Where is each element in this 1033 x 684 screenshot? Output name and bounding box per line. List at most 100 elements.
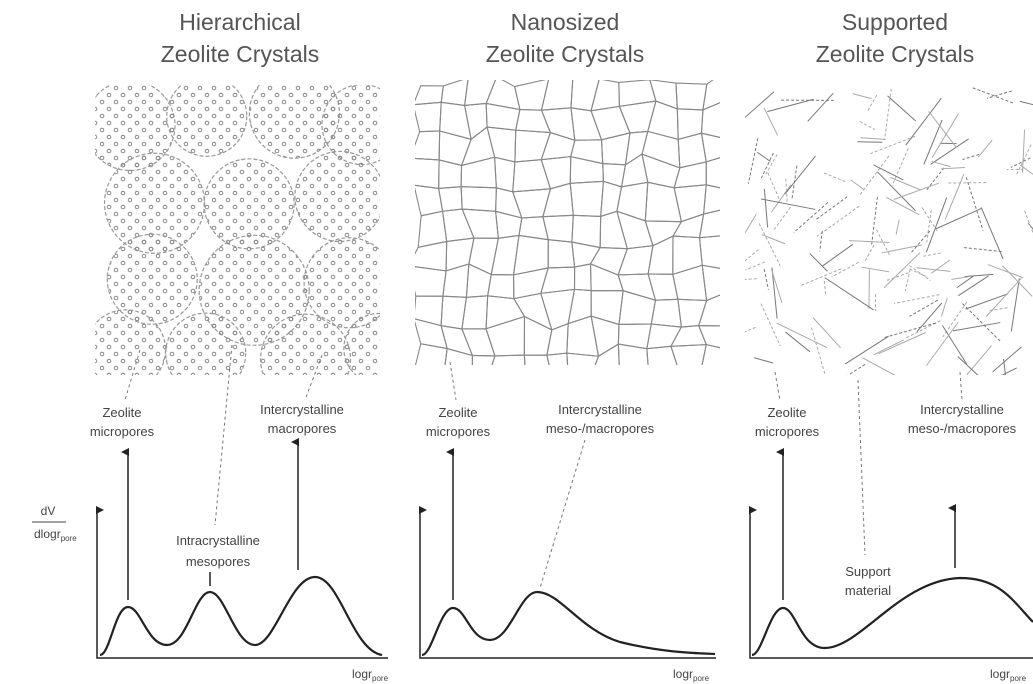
nanocrystal [677, 109, 703, 140]
x-axis-label-main: logr [352, 667, 372, 681]
nanocrystal [704, 185, 734, 214]
nanocrystal [617, 182, 648, 221]
nanocrystal [591, 316, 619, 356]
nanocrystal [543, 215, 573, 242]
nanocrystal [568, 289, 591, 323]
nanocrystal [647, 346, 679, 377]
nanocrystal [524, 355, 550, 383]
nanocrystal [618, 246, 653, 275]
nanocrystal [648, 101, 678, 139]
support-fiber [759, 223, 780, 265]
support-fiber [996, 368, 1017, 379]
crystal [295, 151, 385, 241]
support-fiber [1011, 278, 1019, 331]
support-fiber [824, 281, 826, 296]
support-fiber [1020, 101, 1033, 107]
label: Zeolite [102, 405, 141, 420]
nanocrystal [440, 102, 471, 139]
nanocrystal [645, 221, 681, 246]
nanocrystal [414, 296, 443, 326]
nanocrystal [465, 77, 497, 106]
label: meso-/macropores [546, 421, 655, 436]
support-fiber [800, 269, 841, 286]
nanocrystal [488, 275, 514, 299]
support-fiber [886, 197, 919, 215]
support-fiber [926, 168, 944, 191]
nanocrystal [622, 154, 648, 187]
support-fiber [860, 121, 875, 129]
support-fiber [932, 162, 951, 167]
support-fiber [832, 262, 859, 277]
support-fiber [1025, 211, 1033, 234]
support-fiber [923, 253, 940, 256]
nanocrystal [441, 78, 468, 106]
nanocrystal [651, 299, 681, 327]
support-fiber [864, 245, 873, 262]
support-fiber [824, 173, 846, 182]
support-fiber [733, 279, 757, 280]
nanocrystal [650, 80, 678, 109]
nanocrystal [410, 158, 439, 188]
support-fiber [777, 323, 827, 347]
support-fiber [988, 265, 1023, 278]
label: micropores [90, 424, 155, 439]
support-fiber [978, 140, 992, 157]
nanocrystal [409, 266, 446, 296]
support-fiber [861, 138, 886, 140]
support-fiber [936, 208, 982, 229]
nanocrystal [671, 326, 706, 347]
x-axis-label: logrpore [990, 667, 1027, 683]
distribution-curve [100, 577, 382, 655]
support-fiber [941, 167, 965, 168]
label: Zeolite [767, 405, 806, 420]
support-fiber [810, 254, 828, 272]
support-fiber [947, 183, 986, 184]
nanocrystal [516, 110, 551, 133]
nanocrystal [674, 185, 706, 222]
crystal [261, 314, 351, 404]
nanocrystal [414, 185, 443, 216]
support-fiber [816, 364, 865, 395]
support-fiber [754, 358, 773, 363]
support-fiber [941, 298, 947, 317]
label: Intercrystalline [260, 402, 344, 417]
support-fiber [734, 214, 756, 251]
nanocrystal [702, 265, 731, 300]
support-fiber [953, 323, 1000, 331]
support-fiber [987, 91, 1012, 98]
nanocrystal [409, 241, 447, 270]
support-fiber [786, 332, 810, 352]
nanocrystal [541, 133, 575, 160]
nanocrystal [671, 345, 706, 383]
support-fiber [906, 98, 942, 145]
nanocrystal [461, 187, 496, 212]
support-fiber [1022, 129, 1024, 172]
arrows [128, 442, 955, 600]
x-axis-label-main: logr [990, 667, 1010, 681]
x-axis-label: logrpore [352, 667, 389, 683]
support-fiber [882, 245, 922, 253]
label: Intercrystalline [920, 402, 1004, 417]
support-fiber [951, 277, 968, 280]
nanocrystal [444, 349, 472, 383]
support-fiber [863, 358, 905, 381]
title: Zeolite Crystals [161, 41, 319, 67]
support-fiber [879, 332, 926, 353]
nanocrystal [513, 189, 551, 218]
nanocrystal [466, 264, 491, 297]
nanocrystal [496, 211, 522, 238]
nanocrystal [543, 183, 573, 216]
support-fiber [894, 183, 939, 199]
nanocrystal [673, 236, 702, 274]
support-fiber [851, 180, 864, 190]
nanocrystal [547, 353, 568, 373]
supported-image [718, 88, 1033, 419]
distribution-curve [752, 578, 1033, 655]
support-fiber [869, 269, 870, 308]
support-fiber [825, 278, 874, 310]
label: mesopores [186, 554, 251, 569]
x-axis-label-sub: pore [1010, 674, 1027, 683]
support-fiber [771, 269, 782, 303]
nanocrystal [439, 187, 462, 212]
support-fiber [768, 173, 780, 200]
